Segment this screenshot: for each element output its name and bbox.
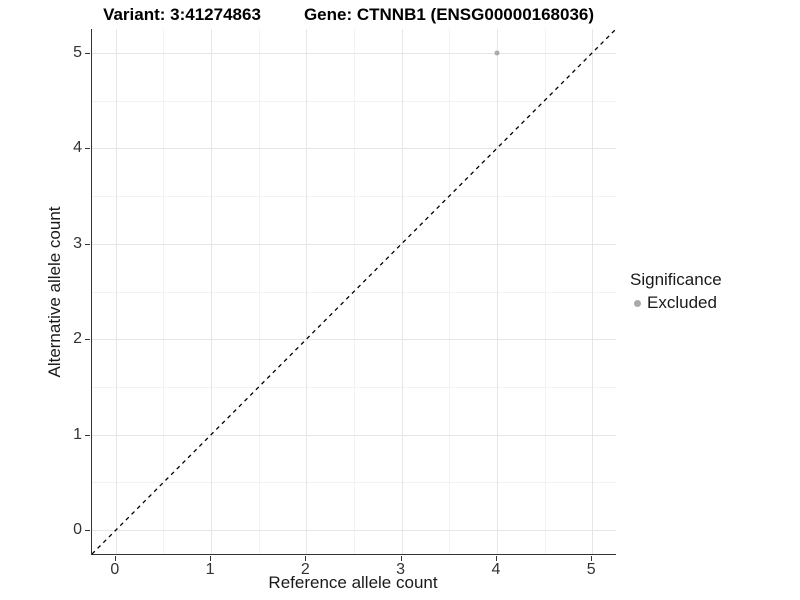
gridline [259,29,260,554]
gridline [92,196,616,197]
legend-entry-label: Excluded [647,293,717,312]
x-tick-label: 5 [586,561,596,578]
gridline [592,29,593,554]
y-axis-title: Alternative allele count [45,206,64,378]
x-axis-tick [591,555,592,561]
gridline [497,29,498,554]
x-tick-label: 0 [110,561,120,578]
identity-reference-line [91,28,617,555]
y-axis-tick [84,530,90,531]
x-axis-tick [496,555,497,561]
y-axis-tick [84,435,90,436]
x-tick-label: 2 [300,561,310,578]
data-point-excluded [494,50,500,56]
gridline [92,339,616,340]
y-tick-label: 4 [73,139,82,157]
y-axis-tick [84,244,90,245]
gridline [116,29,117,554]
plot-panel [91,28,617,555]
gridline [92,530,616,531]
gridline [92,101,616,102]
y-tick-label: 1 [73,425,82,443]
x-axis-tick [401,555,402,561]
gridline [545,29,546,554]
x-axis-tick [115,555,116,561]
excluded-point-icon [634,299,641,307]
x-tick-label: 1 [205,561,215,578]
x-axis-title: Reference allele count [268,573,438,592]
legend-entry-excluded: Excluded [630,293,722,313]
gridline [92,387,616,388]
legend-title: Significance [630,270,722,289]
gridline [92,435,616,436]
gridline [92,53,616,54]
y-tick-label: 0 [73,521,82,539]
y-axis-tick [84,53,90,54]
x-axis-tick [305,555,306,561]
y-tick-label: 2 [73,330,82,348]
plot-title-variant: Variant: 3:41274863 [103,5,261,24]
y-tick-label: 3 [73,234,82,252]
gridline [92,292,616,293]
gridline [92,148,616,149]
y-tick-label: 5 [73,43,82,61]
x-tick-label: 4 [491,561,501,578]
gridline [306,29,307,554]
gridline [163,29,164,554]
gridline [211,29,212,554]
gridline [92,244,616,245]
legend: Significance Excluded [630,270,722,313]
plot-title-gene: Gene: CTNNB1 (ENSG00000168036) [303,5,595,24]
gridline [402,29,403,554]
x-axis-tick [210,555,211,561]
x-tick-label: 3 [396,561,406,578]
y-axis-tick [84,339,90,340]
gridline [92,482,616,483]
y-axis-tick [84,148,90,149]
gridline [449,29,450,554]
